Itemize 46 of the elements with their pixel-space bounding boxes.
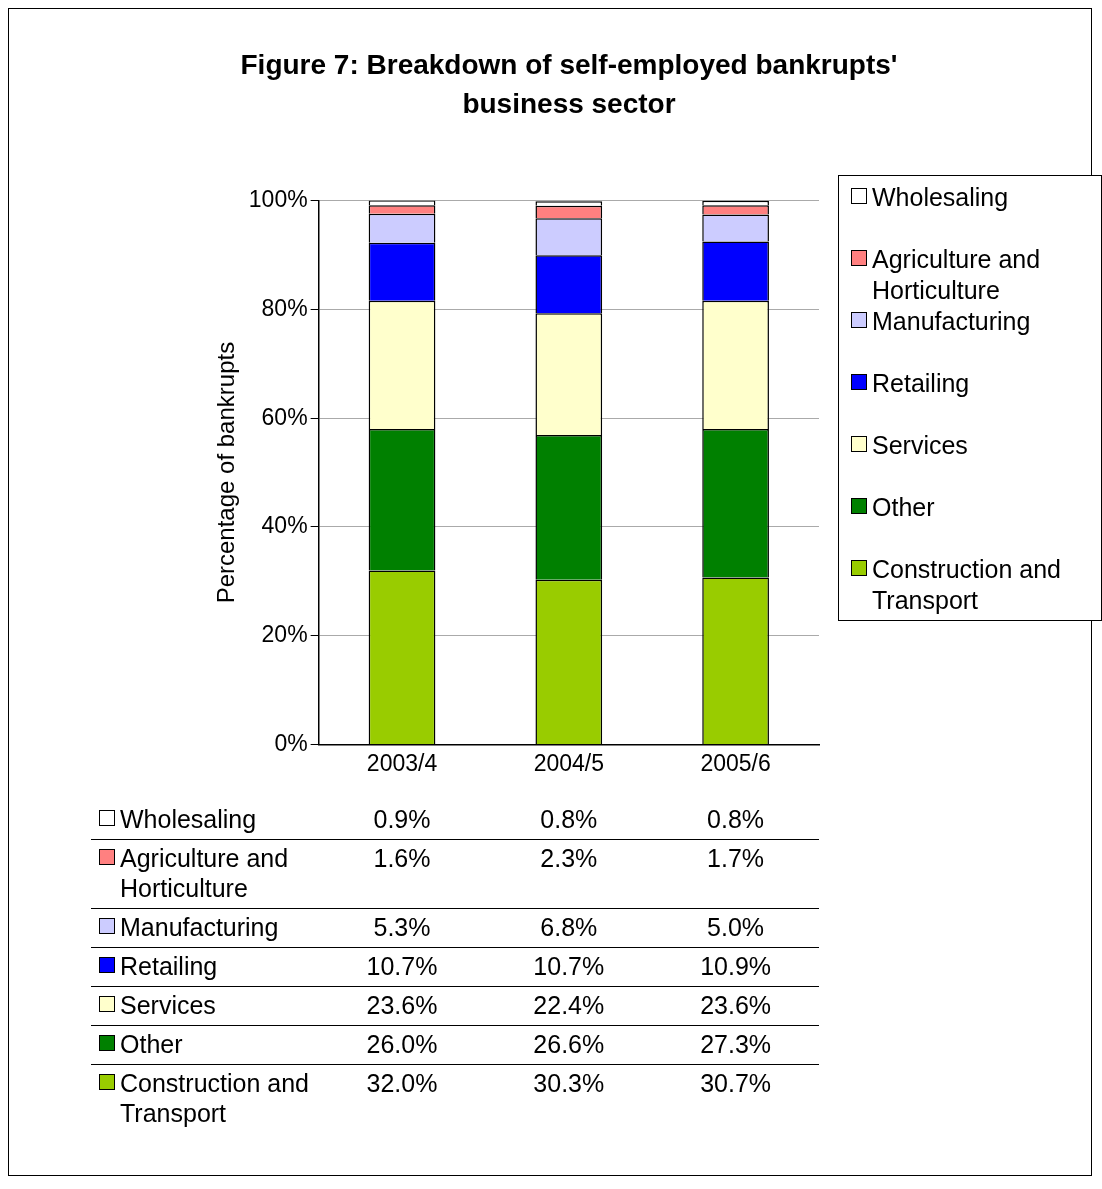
data-label: 10.7% — [532, 951, 606, 981]
legend-label: Construction and Transport — [872, 554, 1062, 616]
legend-label: Retailing — [872, 368, 970, 399]
text: Manufacturing — [120, 913, 279, 941]
data-label: 32.0% — [365, 1068, 439, 1099]
y-tick-label: 60% — [261, 403, 308, 430]
text: Wholesaling — [872, 182, 1009, 213]
data-label: 2.3% — [539, 843, 599, 874]
data-label: 5.3% — [372, 912, 432, 942]
data-label: 10.9% — [699, 951, 772, 981]
data-label: 1.6% — [372, 843, 432, 874]
data-label: 23.6% — [365, 990, 439, 1020]
data-label: 0.8% — [539, 804, 599, 834]
text: Agriculture and Horticulture — [120, 844, 289, 902]
x-tick-label: 2004/5 — [533, 749, 604, 776]
text: Services — [120, 991, 216, 1019]
data-label: 27.3% — [699, 1029, 772, 1059]
data-label: 30.7% — [699, 1068, 772, 1099]
data-label: 6.8% — [539, 912, 599, 942]
data-label: 22.4% — [532, 990, 606, 1020]
x-tick-label: 2005/6 — [700, 749, 771, 776]
legend-label: Manufacturing — [872, 306, 1031, 337]
text: Retailing — [120, 952, 218, 980]
text: Construction and Transport — [120, 1069, 310, 1127]
y-tick-label: 0% — [274, 729, 308, 756]
data-label: 10.7% — [365, 951, 439, 981]
legend-label: Agriculture and Horticulture — [872, 244, 1042, 306]
data-label: 0.8% — [706, 804, 766, 834]
text: Other — [120, 1030, 183, 1058]
data-label: 26.6% — [532, 1029, 606, 1059]
y-tick-label: 80% — [261, 294, 308, 321]
legend-label: Services — [872, 430, 968, 461]
y-tick-label: 100% — [248, 186, 308, 213]
data-label: 0.9% — [372, 804, 432, 834]
chart-title: Figure 7: Breakdown of self-employed bankrupts' business sector — [239, 48, 899, 121]
y-axis-title: Percentage of bankrupts — [212, 341, 240, 604]
text: Wholesaling — [120, 805, 257, 833]
data-label: 30.3% — [532, 1068, 606, 1099]
data-label: 1.7% — [706, 843, 766, 874]
y-tick-label: 40% — [261, 512, 308, 539]
legend-label: Other — [872, 492, 935, 523]
data-label: 5.0% — [706, 912, 766, 942]
y-tick-label: 20% — [261, 621, 308, 648]
data-label: 23.6% — [699, 990, 772, 1020]
x-tick-label: 2003/4 — [366, 749, 438, 776]
data-label: 26.0% — [365, 1029, 439, 1059]
